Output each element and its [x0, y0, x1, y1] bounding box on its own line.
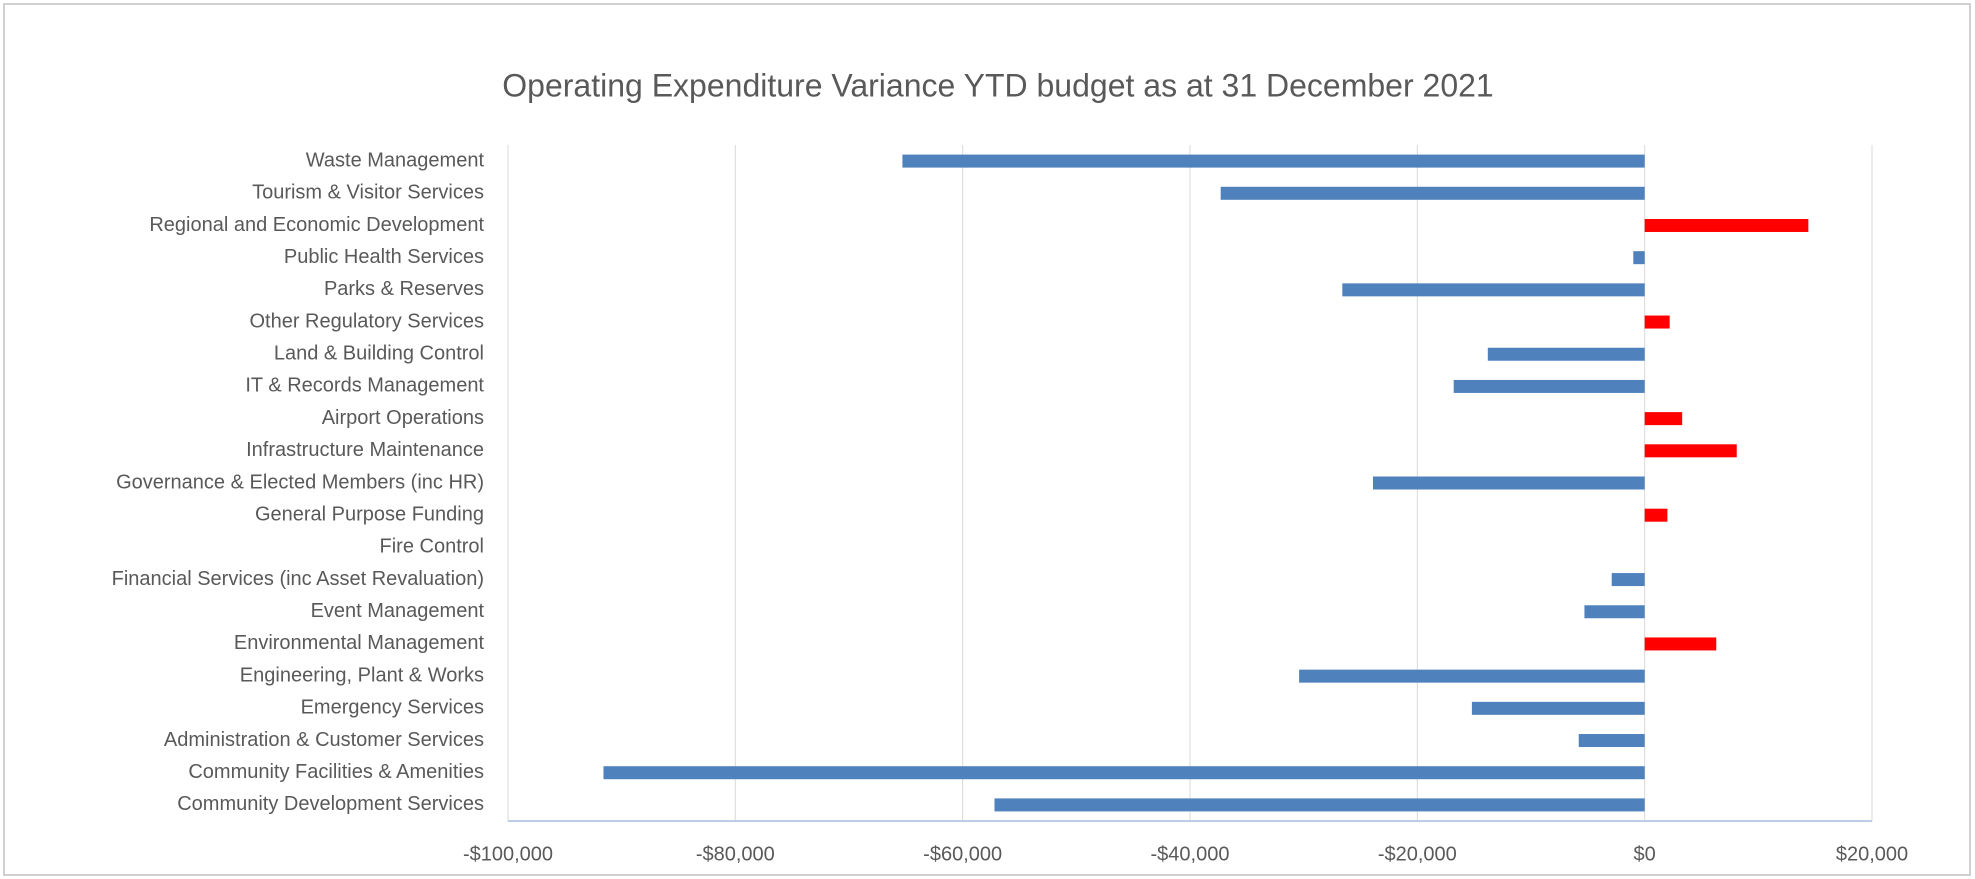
bar — [1644, 444, 1737, 458]
x-tick-label: -$100,000 — [463, 843, 553, 865]
bar — [994, 798, 1645, 812]
bar — [1644, 508, 1668, 522]
bar — [1487, 347, 1645, 361]
y-tick-label: Fire Control — [380, 536, 484, 558]
bar — [1644, 315, 1670, 329]
y-tick-label: Waste Management — [306, 149, 485, 171]
y-tick-label: Parks & Reserves — [324, 278, 484, 300]
y-tick-label: Land & Building Control — [274, 343, 484, 365]
x-tick-label: -$20,000 — [1378, 843, 1457, 865]
bar — [1453, 379, 1645, 393]
chart-title: Operating Expenditure Variance YTD budge… — [502, 67, 1493, 103]
bar — [1633, 251, 1645, 265]
bar — [1299, 669, 1645, 683]
bar — [1644, 412, 1683, 426]
bar — [902, 154, 1645, 168]
y-tick-label: Community Development Services — [177, 793, 484, 815]
bar — [1342, 283, 1645, 297]
bar — [1644, 637, 1717, 651]
y-tick-label: Engineering, Plant & Works — [240, 664, 484, 686]
y-tick-label: General Purpose Funding — [255, 503, 484, 525]
y-tick-label: Airport Operations — [322, 407, 484, 429]
y-tick-label: Regional and Economic Development — [149, 214, 484, 236]
chart-frame — [3, 3, 1971, 876]
y-tick-label: Governance & Elected Members (inc HR) — [116, 471, 484, 493]
y-tick-label: Other Regulatory Services — [249, 310, 484, 332]
x-tick-label: $0 — [1634, 843, 1656, 865]
y-tick-label: Public Health Services — [284, 246, 484, 268]
bar — [1471, 701, 1645, 715]
bar — [1373, 476, 1645, 490]
bar — [1220, 186, 1645, 200]
y-tick-label: Administration & Customer Services — [164, 729, 484, 751]
y-tick-label: Financial Services (inc Asset Revaluatio… — [112, 568, 484, 590]
x-tick-label: -$60,000 — [923, 843, 1002, 865]
y-tick-label: Environmental Management — [234, 632, 485, 654]
x-tick-label: -$40,000 — [1151, 843, 1230, 865]
y-tick-label: Emergency Services — [301, 697, 484, 719]
bar — [1611, 573, 1645, 587]
bar — [1578, 734, 1645, 748]
bar — [603, 766, 1645, 780]
bar — [1584, 605, 1645, 619]
y-tick-label: Infrastructure Maintenance — [246, 439, 484, 461]
bar — [1644, 218, 1809, 232]
y-tick-label: Event Management — [311, 600, 485, 622]
x-tick-label: -$80,000 — [696, 843, 775, 865]
y-tick-label: Community Facilities & Amenities — [188, 761, 484, 783]
y-tick-label: Tourism & Visitor Services — [252, 182, 484, 204]
x-tick-label: $20,000 — [1836, 843, 1908, 865]
y-tick-label: IT & Records Management — [245, 375, 484, 397]
